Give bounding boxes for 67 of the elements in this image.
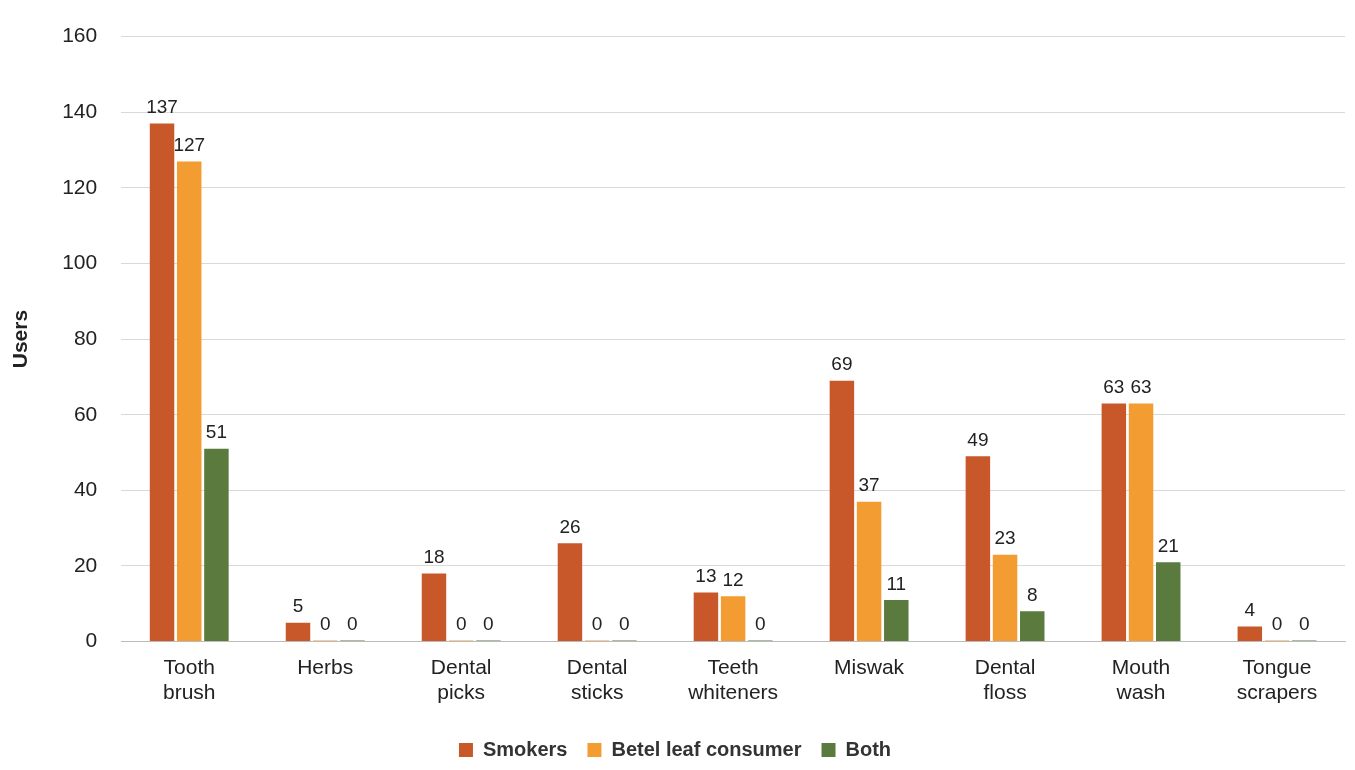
- y-tick-label: 20: [73, 552, 98, 576]
- bar: [965, 456, 991, 642]
- bar: [1020, 611, 1045, 642]
- data-label: 18: [423, 546, 445, 568]
- data-label: 69: [831, 353, 853, 375]
- y-tick-label: 160: [62, 23, 98, 47]
- legend-label: Smokers: [482, 737, 568, 760]
- bar: [693, 592, 719, 642]
- x-tick-label: Mouth wash: [1111, 655, 1171, 704]
- x-tick-label: Tongue scrapers: [1236, 655, 1318, 704]
- data-label: 0: [591, 613, 603, 635]
- data-label: 0: [1271, 613, 1283, 635]
- x-tick-label: Herbs: [297, 655, 354, 678]
- bar: [204, 448, 229, 642]
- data-label: 49: [967, 429, 989, 451]
- data-label: 23: [994, 527, 1016, 549]
- data-label: 11: [886, 572, 907, 594]
- data-label: 0: [483, 613, 494, 635]
- x-tick-label: Teeth whiteners: [687, 655, 779, 704]
- legend-label: Both: [845, 737, 892, 760]
- bar: [829, 380, 855, 642]
- bar: [1101, 403, 1127, 642]
- y-tick-label: 80: [73, 325, 98, 349]
- y-tick-label: 0: [85, 628, 98, 652]
- data-label: 0: [455, 613, 467, 635]
- data-label: 0: [347, 613, 358, 635]
- y-tick-label: 60: [73, 401, 98, 425]
- y-tick-label: 120: [62, 174, 98, 198]
- y-tick-label: 100: [62, 250, 98, 274]
- bar: [856, 501, 882, 642]
- data-label: 8: [1026, 584, 1038, 606]
- y-axis-title: Users: [8, 309, 32, 369]
- bar: [1156, 562, 1181, 642]
- bar: [149, 123, 175, 642]
- bar: [176, 161, 202, 642]
- data-label: 63: [1103, 376, 1125, 398]
- data-label: 5: [292, 595, 304, 617]
- bar: [884, 600, 909, 642]
- data-label: 13: [695, 565, 717, 587]
- x-tick-label: Dental floss: [974, 655, 1036, 704]
- data-label: 0: [1298, 613, 1310, 635]
- bar: [720, 596, 746, 642]
- y-tick-label: 140: [62, 99, 98, 123]
- y-tick-label: 40: [73, 477, 98, 501]
- bar: [557, 543, 583, 642]
- data-label: 0: [319, 613, 331, 635]
- data-label: 21: [1157, 534, 1179, 556]
- data-label: 37: [858, 474, 880, 496]
- x-tick-label: Dental sticks: [566, 655, 628, 704]
- data-label: 12: [722, 568, 744, 590]
- data-label: 26: [559, 516, 581, 538]
- data-label: 0: [755, 613, 766, 635]
- x-tick-label: Miswak: [834, 655, 905, 678]
- bar: [285, 622, 311, 642]
- data-label: 0: [619, 613, 630, 635]
- legend-label: Betel leaf consumer: [611, 737, 802, 760]
- data-label: 51: [205, 421, 227, 443]
- bar: [1237, 626, 1263, 642]
- data-label: 127: [173, 134, 206, 156]
- bar: [1128, 403, 1154, 642]
- x-tick-label: Dental picks: [430, 655, 492, 704]
- bar: [992, 554, 1018, 642]
- bar: [421, 573, 447, 642]
- data-label: 63: [1130, 376, 1152, 398]
- x-tick-label: Tooth brush: [162, 655, 216, 704]
- data-label: 4: [1244, 599, 1256, 621]
- data-label: 137: [146, 96, 178, 118]
